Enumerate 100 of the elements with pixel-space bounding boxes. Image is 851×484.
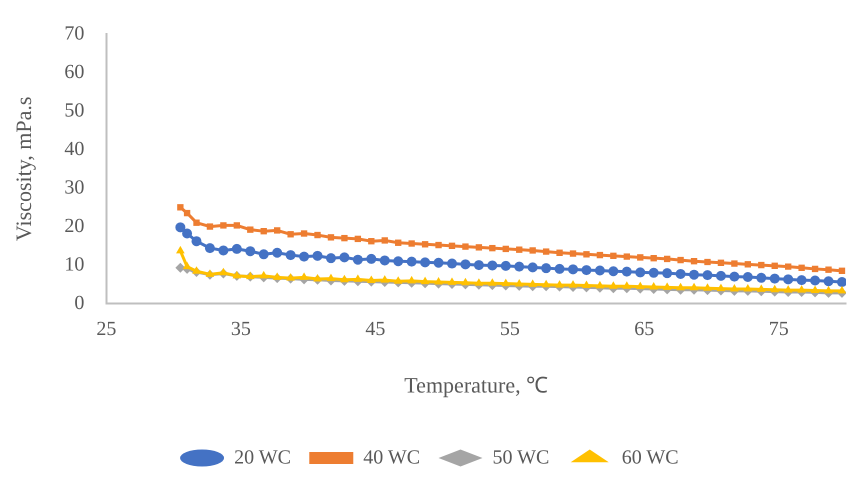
point — [193, 220, 200, 226]
y-axis-title: Viscosity, mPa.s — [10, 96, 36, 242]
point — [516, 246, 522, 253]
point — [182, 228, 192, 239]
point — [406, 256, 417, 267]
point — [274, 227, 280, 234]
point — [610, 252, 617, 260]
point — [326, 253, 336, 264]
point — [500, 260, 511, 271]
point — [783, 274, 794, 284]
point — [582, 280, 591, 288]
point — [716, 270, 726, 281]
point — [797, 285, 806, 293]
point — [596, 280, 604, 288]
point — [690, 258, 698, 264]
point — [220, 222, 227, 229]
point — [594, 265, 605, 276]
point — [460, 259, 470, 270]
point — [796, 275, 807, 286]
point — [300, 230, 308, 237]
point — [784, 263, 792, 270]
point — [382, 237, 388, 244]
point — [434, 258, 444, 268]
legend-label: 40 WC — [363, 446, 420, 468]
point — [502, 246, 509, 252]
point — [825, 266, 832, 273]
point — [354, 274, 362, 282]
point — [175, 222, 186, 232]
point — [177, 204, 184, 210]
point — [824, 286, 833, 294]
point — [258, 249, 269, 260]
point — [326, 274, 336, 282]
point — [184, 210, 190, 216]
point — [770, 284, 780, 292]
point — [341, 234, 348, 242]
x-axis-title: Temperature, ℃ — [404, 372, 548, 398]
point — [838, 286, 846, 294]
point — [716, 284, 726, 292]
point — [234, 222, 240, 229]
point — [742, 272, 753, 282]
point — [744, 261, 752, 268]
point — [407, 276, 416, 284]
point — [476, 244, 482, 251]
point — [218, 245, 228, 256]
point — [690, 282, 698, 290]
point — [175, 262, 186, 273]
point — [637, 254, 644, 261]
x-tick-label: 55 — [500, 318, 520, 340]
point — [664, 256, 670, 262]
point — [770, 274, 780, 284]
point — [689, 270, 700, 280]
point — [542, 248, 550, 255]
point — [312, 250, 323, 261]
point — [622, 266, 632, 277]
point — [366, 254, 376, 264]
point — [232, 270, 242, 278]
point — [608, 266, 618, 276]
point — [756, 272, 766, 283]
y-tick-label: 60 — [64, 60, 84, 83]
point — [542, 280, 550, 288]
point — [287, 231, 294, 238]
point — [300, 272, 308, 280]
point — [393, 256, 404, 266]
point — [836, 277, 846, 288]
point — [340, 274, 349, 282]
point — [676, 282, 685, 290]
point — [730, 284, 739, 292]
point — [798, 264, 805, 271]
y-tick-label: 20 — [64, 214, 84, 237]
y-tick-label: 40 — [64, 138, 84, 160]
point — [380, 255, 390, 266]
point — [676, 268, 686, 279]
point — [636, 282, 645, 290]
point — [422, 241, 428, 248]
point — [555, 280, 564, 288]
point — [286, 273, 295, 281]
point — [581, 265, 592, 276]
point — [395, 240, 402, 246]
point — [272, 272, 282, 280]
point — [394, 276, 403, 284]
point — [474, 260, 484, 270]
point — [514, 262, 524, 272]
point — [756, 284, 766, 292]
point — [192, 266, 201, 274]
point — [380, 275, 390, 283]
point — [474, 278, 484, 286]
point — [286, 250, 296, 260]
point — [662, 268, 672, 278]
point — [272, 248, 282, 258]
point — [259, 270, 268, 278]
x-tick-label: 75 — [768, 318, 789, 340]
point — [824, 276, 834, 286]
point — [514, 278, 524, 286]
point — [556, 250, 563, 256]
point — [352, 254, 363, 265]
point — [731, 260, 738, 267]
y-tick-label: 0 — [74, 292, 84, 314]
point — [446, 258, 457, 269]
point — [541, 263, 552, 274]
point — [489, 244, 496, 252]
